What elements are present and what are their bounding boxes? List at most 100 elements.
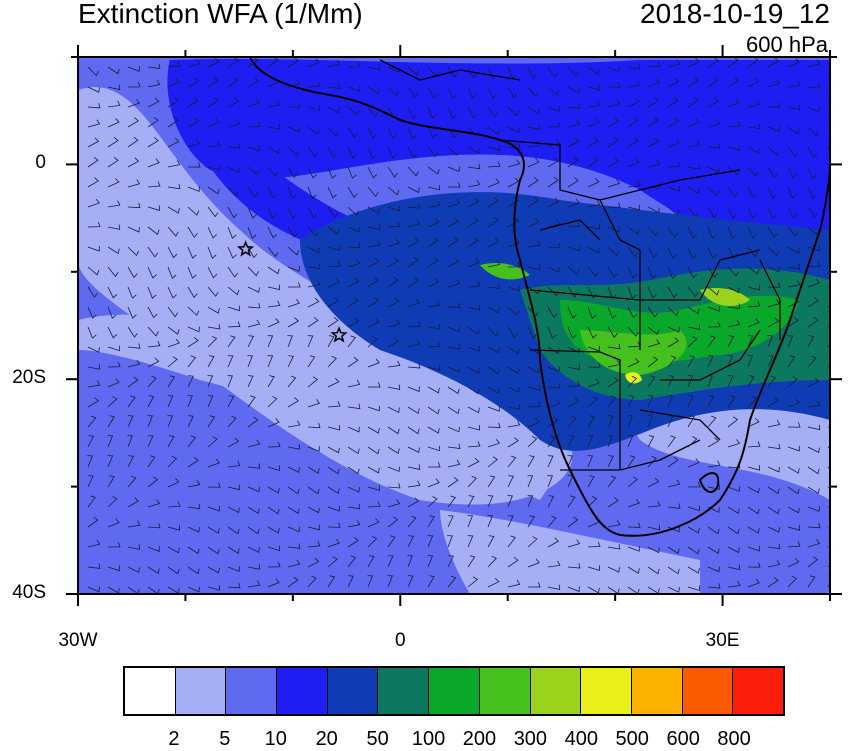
wind-barb — [467, 146, 480, 154]
wind-barb — [527, 418, 540, 428]
wind-barb — [787, 126, 800, 135]
wind-barb — [347, 259, 361, 268]
wind-barb — [627, 97, 640, 108]
wind-barb — [807, 146, 818, 159]
wind-barb — [287, 397, 299, 408]
wind-barb — [627, 286, 637, 299]
wind-barb — [207, 306, 220, 314]
wind-barb — [727, 580, 741, 588]
wind-barb — [407, 426, 420, 435]
wind-barb — [707, 355, 714, 368]
wind-barb — [567, 266, 580, 276]
wind-barb — [427, 445, 440, 452]
wind-barb — [207, 324, 221, 330]
wind-barb — [587, 362, 601, 368]
colorbar-swatch — [226, 668, 278, 714]
wind-barb — [327, 226, 340, 235]
wind-barb — [227, 266, 239, 278]
wind-barb — [807, 166, 817, 179]
wind-barb — [607, 117, 620, 128]
wind-barb — [527, 455, 535, 468]
wind-barb — [707, 395, 715, 408]
wind-barb — [347, 166, 357, 179]
wind-barb — [167, 338, 180, 348]
wind-barb — [487, 326, 499, 337]
wind-barb — [647, 395, 654, 408]
wind-barb — [407, 497, 420, 508]
wind-barb — [667, 138, 680, 148]
wind-barb — [807, 335, 815, 348]
wind-barb — [787, 104, 801, 111]
wind-barb — [167, 286, 177, 299]
wind-barb — [627, 246, 639, 258]
wind-barb — [187, 415, 194, 428]
wind-barb — [247, 246, 258, 259]
wind-barb — [547, 399, 561, 408]
wind-barb — [267, 146, 280, 154]
wind-barb — [387, 276, 399, 288]
wind-barb — [327, 425, 341, 431]
wind-barb — [347, 335, 356, 348]
wind-barb — [527, 197, 539, 208]
wind-barb — [267, 526, 280, 534]
wind-barb — [687, 481, 701, 488]
wind-barb — [87, 266, 100, 276]
wind-barb — [527, 218, 540, 228]
wind-barb — [247, 319, 261, 328]
wind-barb — [527, 385, 540, 391]
wind-barb — [247, 303, 261, 309]
wind-barb — [347, 520, 361, 528]
wind-barb — [547, 495, 555, 508]
wind-barb — [187, 96, 199, 108]
wind-barb — [387, 297, 400, 308]
wind-barb — [427, 237, 439, 248]
wind-barb — [787, 80, 801, 88]
wind-barb — [587, 266, 599, 277]
wind-barb — [447, 217, 460, 228]
wind-barb — [207, 266, 218, 279]
wind-barb — [327, 166, 337, 179]
wind-barb — [487, 283, 501, 289]
wind-barb — [307, 81, 321, 88]
wind-barb — [447, 366, 460, 373]
wind-barb — [87, 137, 100, 148]
wind-barb — [467, 163, 481, 170]
wind-barb — [627, 375, 638, 388]
wind-barb — [87, 397, 99, 408]
wind-barb — [87, 380, 101, 388]
wind-barb — [267, 561, 281, 568]
wind-barb — [287, 317, 300, 328]
wind-barb — [447, 575, 457, 588]
wind-barb — [727, 166, 740, 175]
wind-barb — [567, 415, 577, 428]
wind-barb — [587, 177, 600, 188]
wind-barb — [607, 136, 619, 148]
wind-barb — [687, 336, 698, 348]
wind-barb — [767, 206, 777, 219]
wind-barb — [487, 259, 501, 268]
wind-barb — [687, 395, 694, 408]
wind-barb — [687, 526, 700, 534]
wind-barb — [587, 223, 601, 230]
wind-barb — [387, 337, 400, 348]
wind-barb — [507, 556, 519, 568]
colorbar-label: 400 — [564, 728, 598, 750]
wind-barb — [407, 203, 421, 209]
wind-barb — [747, 395, 758, 408]
wind-barb — [667, 306, 680, 317]
wind-barb — [247, 77, 259, 88]
wind-barb — [307, 557, 320, 568]
wind-barb — [147, 97, 160, 108]
wind-barb — [367, 64, 381, 71]
wind-barb — [467, 66, 477, 79]
wind-barb — [307, 355, 316, 368]
wind-barb — [547, 157, 559, 168]
wind-barb — [787, 166, 797, 179]
wind-barb — [107, 345, 120, 352]
wind-barb — [127, 497, 140, 508]
wind-barb — [87, 86, 100, 93]
wind-barb — [747, 578, 760, 588]
wind-barb — [367, 535, 378, 548]
wind-barb — [267, 206, 277, 219]
wind-barb — [687, 186, 700, 195]
